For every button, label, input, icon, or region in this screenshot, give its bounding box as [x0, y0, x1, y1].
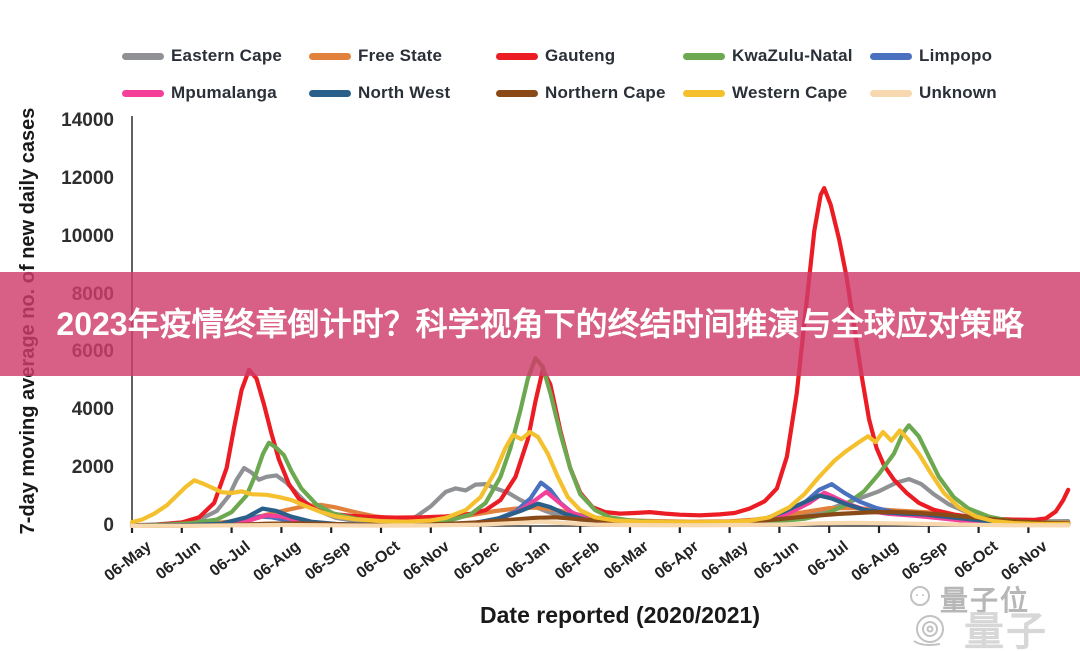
legend-swatch — [309, 52, 351, 60]
legend-item-free-state: Free State — [309, 42, 496, 70]
legend-label: Eastern Cape — [171, 46, 283, 65]
legend-swatch — [496, 52, 538, 60]
y-tick-label: 0 — [103, 515, 114, 536]
legend-label: Mpumalanga — [171, 83, 277, 102]
series-line-unknown — [129, 519, 1071, 529]
legend-item-unknown: Unknown — [870, 79, 1057, 107]
chart-legend: Eastern Cape Free State Gauteng KwaZulu-Nat… — [122, 42, 1062, 107]
legend-label: Unknown — [919, 83, 997, 102]
legend-swatch — [870, 89, 912, 97]
legend-item-limpopo: Limpopo — [870, 42, 1057, 70]
headline-banner: 2023年疫情终章倒计时？科学视角下的终结时间推演与全球应对策略 — [0, 272, 1080, 376]
legend-item-north-west: North West — [309, 79, 496, 107]
legend-swatch — [309, 89, 351, 97]
x-axis-title: Date reported (2020/2021) — [480, 602, 760, 628]
headline-text: 2023年疫情终章倒计时？科学视角下的终结时间推演与全球应对策略 — [56, 306, 1024, 342]
series-line-gauteng — [129, 186, 1071, 528]
legend-label: Northern Cape — [545, 83, 666, 102]
y-tick-label: 10000 — [61, 225, 114, 247]
legend-label: KwaZulu-Natal — [732, 46, 853, 65]
series-line-western-cape — [129, 428, 1071, 527]
legend-swatch — [870, 52, 912, 60]
legend-label: Western Cape — [732, 83, 848, 102]
legend-item-kwazulu-natal: KwaZulu-Natal — [683, 42, 870, 70]
legend-swatch — [496, 89, 538, 97]
legend-swatch — [683, 52, 725, 60]
legend-swatch — [683, 89, 725, 97]
legend-swatch — [122, 89, 164, 97]
legend-label: Limpopo — [919, 46, 993, 65]
y-tick-label: 14000 — [61, 110, 114, 131]
legend-label: North West — [358, 83, 451, 102]
y-tick-label: 4000 — [71, 399, 114, 421]
legend-item-mpumalanga: Mpumalanga — [122, 79, 309, 107]
legend-item-gauteng: Gauteng — [496, 42, 683, 70]
legend-item-western-cape: Western Cape — [683, 79, 870, 107]
series-line-kwazulu-natal — [129, 356, 1071, 528]
legend-item-northern-cape: Northern Cape — [496, 79, 683, 107]
legend-label: Gauteng — [545, 46, 616, 65]
y-tick-label: 2000 — [71, 457, 114, 479]
legend-swatch — [122, 52, 164, 60]
y-tick-label: 12000 — [61, 167, 114, 189]
legend-item-eastern-cape: Eastern Cape — [122, 42, 309, 70]
legend-label: Free State — [358, 46, 443, 65]
